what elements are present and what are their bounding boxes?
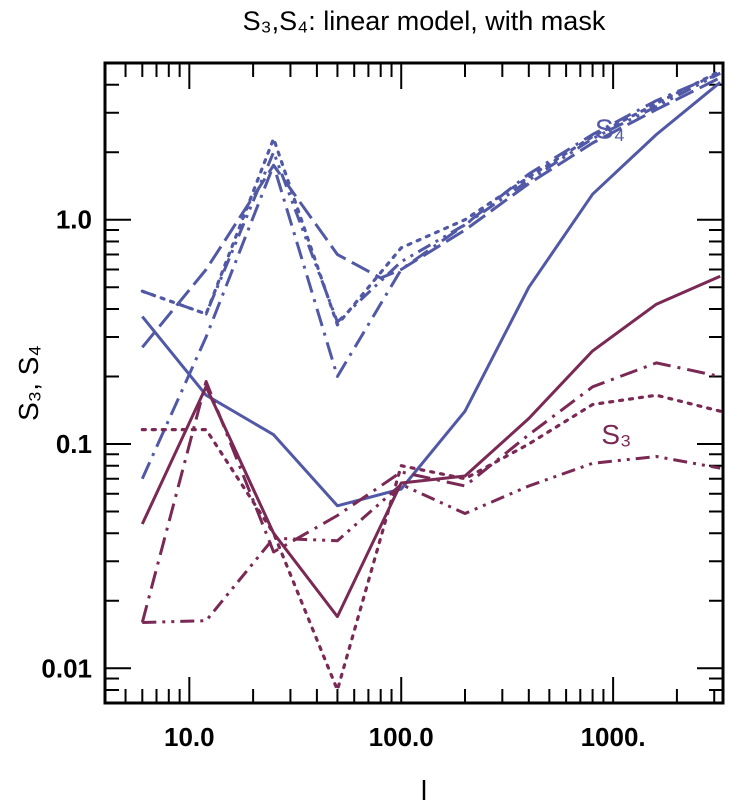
- series-line-s3-dotted: [140, 393, 722, 692]
- x-tick-label: 100.0: [369, 722, 434, 752]
- tick-labels: 10.0 100.0 1000. 0.01 0.1 1.0: [41, 205, 645, 752]
- series-layer: [140, 69, 722, 692]
- series-annotation-s4: S₄: [595, 114, 625, 145]
- series-line-s3-dash-dot-dot: [142, 455, 721, 624]
- series-line-s4-long-dash: [141, 76, 721, 349]
- y-axis-title: S₃, S₄: [13, 345, 44, 421]
- plot-frame: [103, 61, 725, 705]
- x-tick-label: 10.0: [164, 722, 215, 752]
- series-annotations: S₄ S₃: [595, 114, 632, 450]
- series-line-s4-solid: [141, 81, 722, 508]
- axis-ticks: [104, 62, 723, 704]
- y-tick-label: 1.0: [56, 205, 92, 235]
- series-line-s4-dash-dot-dot: [141, 71, 721, 324]
- series-line-s4-dash-dot: [140, 71, 721, 480]
- y-tick-label: 0.01: [41, 653, 92, 683]
- series-line-s3-solid: [140, 274, 721, 619]
- x-tick-label: 1000.: [581, 722, 646, 752]
- series-line-s3-dash-dot: [140, 361, 721, 623]
- y-tick-label: 0.1: [56, 429, 92, 459]
- chart-title: S₃,S₄: linear model, with mask: [243, 6, 606, 36]
- series-line-s4-dotted: [140, 69, 722, 327]
- series-annotation-s3: S₃: [601, 419, 631, 450]
- x-axis-title: l: [421, 775, 427, 806]
